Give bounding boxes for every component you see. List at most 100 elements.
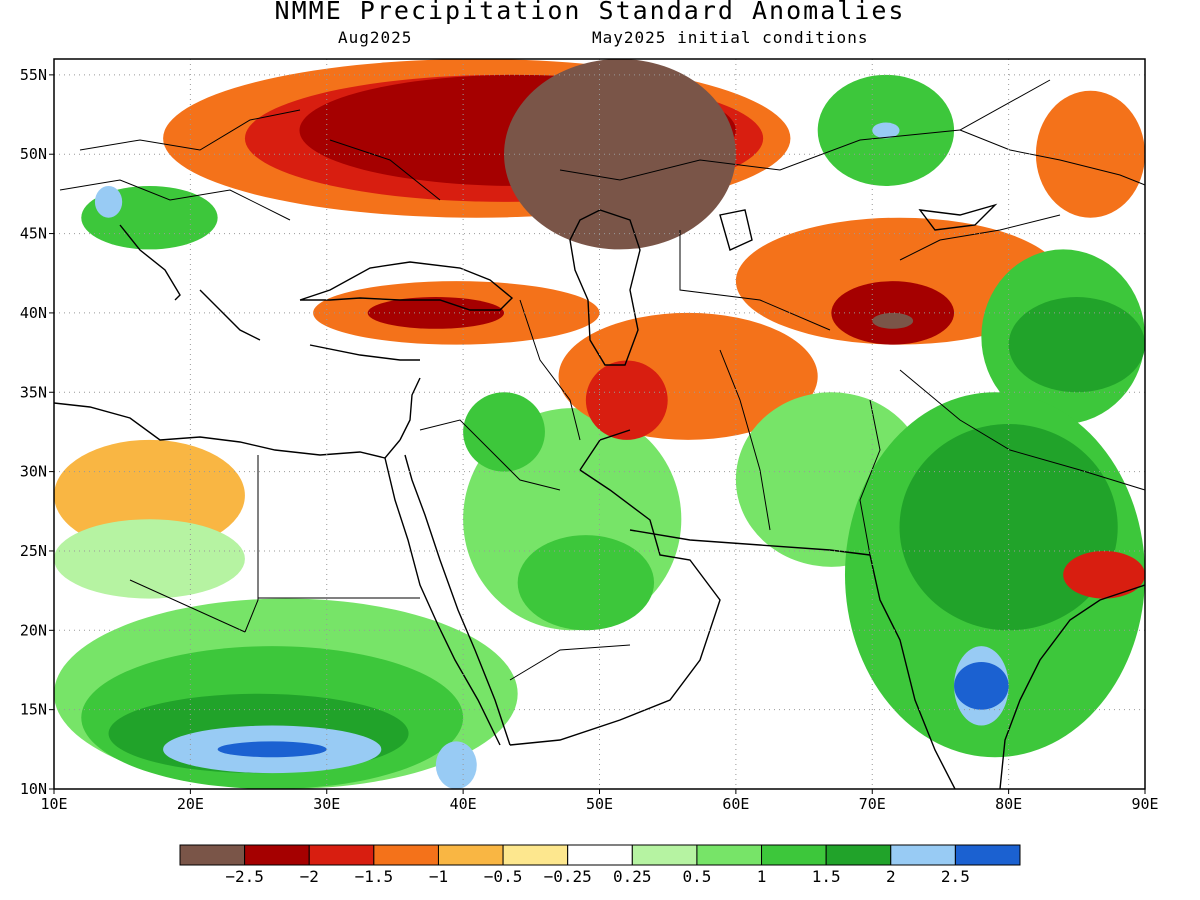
tick-label-lon: 40E bbox=[450, 795, 477, 813]
colorbar-swatch bbox=[502, 844, 569, 866]
map-title: NMME Precipitation Standard Anomalies bbox=[274, 0, 906, 25]
coastline-red-sea-west bbox=[384, 457, 501, 746]
anomaly-region-tajik-dry bbox=[831, 281, 955, 345]
colorbar-swatch bbox=[890, 844, 956, 866]
colorbar-swatch bbox=[308, 844, 375, 866]
coastline-aral-sea bbox=[719, 209, 753, 251]
colorbar-swatch bbox=[179, 844, 246, 866]
tick-label-lon: 50E bbox=[586, 795, 613, 813]
border-iran-east bbox=[719, 349, 771, 531]
colorbar-swatch bbox=[696, 844, 763, 866]
coastline-levant bbox=[399, 377, 421, 441]
anomaly-region-sahel-wet5 bbox=[217, 741, 327, 758]
border-europe-1 bbox=[59, 179, 291, 221]
border-pakistan-india bbox=[859, 399, 881, 556]
tick-label-lon: 70E bbox=[859, 795, 886, 813]
coastline-turkey-south bbox=[309, 344, 420, 361]
coastline-india-east bbox=[999, 584, 1145, 789]
border-iran-west bbox=[519, 299, 581, 441]
coastline-iran-pakistan bbox=[629, 529, 871, 556]
border-china-india bbox=[899, 369, 1145, 491]
coastline-balkhash bbox=[918, 203, 998, 231]
colorbar-label: 2.5 bbox=[941, 867, 970, 886]
initial-conditions: May2025 initial conditions bbox=[592, 28, 869, 47]
tick-label-lat: 10N bbox=[20, 780, 47, 798]
tick-label-lat: 50N bbox=[20, 145, 47, 163]
anomaly-region-central-asia-dry bbox=[735, 217, 1064, 345]
tick-label-lon: 20E bbox=[177, 795, 204, 813]
colorbar-swatch bbox=[825, 844, 892, 866]
border-europe-2 bbox=[79, 109, 301, 151]
anomaly-region-tajik-dry2 bbox=[872, 312, 914, 329]
coastline-black-sea bbox=[299, 261, 514, 311]
tick-label-lon: 30E bbox=[313, 795, 340, 813]
tick-label-lat: 25N bbox=[20, 542, 47, 560]
tick-label-lat: 15N bbox=[20, 701, 47, 719]
anomaly-region-india-wet4 bbox=[954, 662, 1009, 710]
border-central-asia bbox=[679, 230, 831, 331]
colorbar-label: −1 bbox=[429, 867, 448, 886]
colorbar-label: 1.5 bbox=[812, 867, 841, 886]
coastline-north-africa bbox=[54, 402, 401, 459]
anomaly-region-n-africa-wet bbox=[54, 519, 245, 599]
border-kazakh-china bbox=[899, 214, 1061, 261]
anomaly-region-siberia-wet2 bbox=[872, 122, 900, 139]
coastline-red-sea-east bbox=[404, 454, 511, 746]
tick-label-lat: 35N bbox=[20, 383, 47, 401]
colorbar-label: 0.25 bbox=[613, 867, 652, 886]
tick-label-lat: 40N bbox=[20, 304, 47, 322]
border-libya-egypt bbox=[244, 455, 259, 633]
colorbar-swatch bbox=[244, 844, 310, 866]
border-yemen bbox=[509, 644, 631, 681]
tick-label-lat: 20N bbox=[20, 621, 47, 639]
colorbar-swatch bbox=[761, 844, 827, 866]
border-layer bbox=[59, 79, 1145, 681]
tick-label-lat: 30N bbox=[20, 463, 47, 481]
anomaly-region-arabia-wet2 bbox=[517, 535, 655, 631]
colorbar-swatch bbox=[373, 844, 439, 866]
coastline-layer bbox=[54, 203, 1145, 789]
anomaly-region-sahel-wet6 bbox=[435, 741, 477, 789]
colorbar-label: −0.25 bbox=[544, 867, 592, 886]
colorbar-swatch bbox=[567, 844, 633, 866]
colorbar-label: 1 bbox=[757, 867, 767, 886]
colorbar-label: 2 bbox=[886, 867, 896, 886]
coastline-italy bbox=[119, 224, 181, 301]
border-russia-ukraine bbox=[329, 139, 441, 201]
coastline-greece bbox=[199, 289, 261, 341]
axis-ticks: 10E 20E 30E 40E 50E 60E 70E 80E 90E 10N 15N 20N 25N 3… bbox=[20, 66, 1159, 813]
anomaly-region-bengal-dry bbox=[1063, 550, 1145, 599]
border-chad bbox=[129, 579, 246, 633]
tick-label-lon: 10E bbox=[40, 795, 67, 813]
coastline-caspian bbox=[569, 209, 641, 366]
colorbar-swatch bbox=[631, 844, 698, 866]
anomaly-region-turkey-dry2 bbox=[367, 297, 505, 329]
tick-label-lon: 60E bbox=[722, 795, 749, 813]
anomaly-region-alps-wet bbox=[94, 185, 123, 218]
anomaly-region-india-wet2 bbox=[899, 424, 1118, 631]
colorbar-swatch bbox=[954, 844, 1021, 866]
border-mongolia bbox=[959, 129, 1145, 186]
colorbar-label: −2 bbox=[300, 867, 319, 886]
anomaly-region-iran-dry2 bbox=[585, 360, 668, 440]
coastline-india-west bbox=[869, 554, 956, 789]
gridlines bbox=[54, 59, 1145, 789]
coastline-arabian-peninsula bbox=[509, 469, 721, 746]
target-month: Aug2025 bbox=[338, 28, 413, 47]
colorbar-label: −0.5 bbox=[484, 867, 523, 886]
tick-label-lon: 90E bbox=[1131, 795, 1158, 813]
anomaly-region-china-wet2 bbox=[1008, 297, 1145, 393]
colorbar-swatch bbox=[437, 844, 504, 866]
anomaly-region-mongolia-dry bbox=[1035, 90, 1145, 218]
tick-label-lon: 80E bbox=[995, 795, 1022, 813]
tick-label-lat: 45N bbox=[20, 225, 47, 243]
colorbar-label: −2.5 bbox=[225, 867, 264, 886]
colorbar-label: −1.5 bbox=[355, 867, 394, 886]
border-saudi-north bbox=[419, 419, 561, 491]
tick-label-lat: 55N bbox=[20, 66, 47, 84]
colorbar-label: 0.5 bbox=[682, 867, 711, 886]
anomaly-region-nw-africa-dry bbox=[54, 439, 245, 551]
colorbar: −2.5 −2 −1.5 −1 −0.5 −0.25 0.25 0.5 1 1.5 2 2.5 bbox=[179, 844, 1021, 886]
anomaly-fill-layer bbox=[54, 59, 1145, 789]
